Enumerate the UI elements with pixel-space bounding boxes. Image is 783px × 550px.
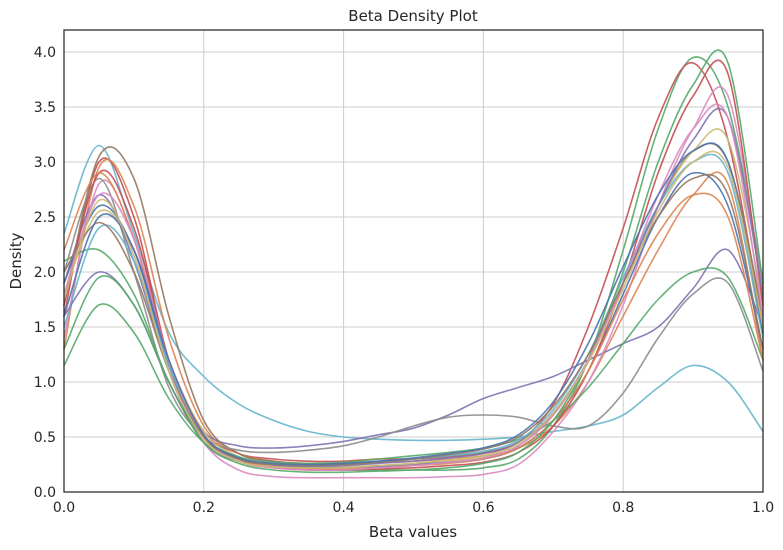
density-series-group bbox=[63, 49, 764, 479]
density-series-line bbox=[63, 150, 764, 469]
x-tick-label: 0.4 bbox=[332, 500, 354, 516]
x-tick-label: 0.8 bbox=[612, 500, 634, 516]
density-series-line bbox=[63, 144, 764, 442]
x-tick-label: 1.0 bbox=[752, 500, 774, 516]
y-tick-label: 3.0 bbox=[34, 155, 56, 171]
density-series-line bbox=[63, 56, 764, 471]
x-tick-label: 0.2 bbox=[193, 500, 215, 516]
x-axis-ticks: 0.0 0.2 0.4 0.6 0.8 1.0 bbox=[53, 500, 774, 516]
y-tick-label: 3.5 bbox=[34, 100, 56, 116]
y-axis-ticks: 0.0 0.5 1.0 1.5 2.0 2.5 3.0 3.5 4.0 bbox=[34, 45, 56, 501]
y-tick-label: 2.0 bbox=[34, 265, 56, 281]
x-tick-label: 0.6 bbox=[472, 500, 494, 516]
y-tick-label: 0.0 bbox=[34, 485, 56, 501]
plot-frame bbox=[63, 29, 764, 493]
density-series-line bbox=[63, 49, 764, 474]
y-tick-label: 4.0 bbox=[34, 45, 56, 61]
y-tick-label: 0.5 bbox=[34, 430, 56, 446]
x-axis-title: Beta values bbox=[369, 523, 457, 541]
chart-title: Beta Density Plot bbox=[348, 7, 478, 25]
x-tick-label: 0.0 bbox=[53, 500, 75, 516]
y-tick-label: 1.0 bbox=[34, 375, 56, 391]
y-tick-label: 1.5 bbox=[34, 320, 56, 336]
y-tick-label: 2.5 bbox=[34, 210, 56, 226]
density-series-line bbox=[63, 142, 764, 466]
y-axis-title: Density bbox=[7, 232, 25, 289]
